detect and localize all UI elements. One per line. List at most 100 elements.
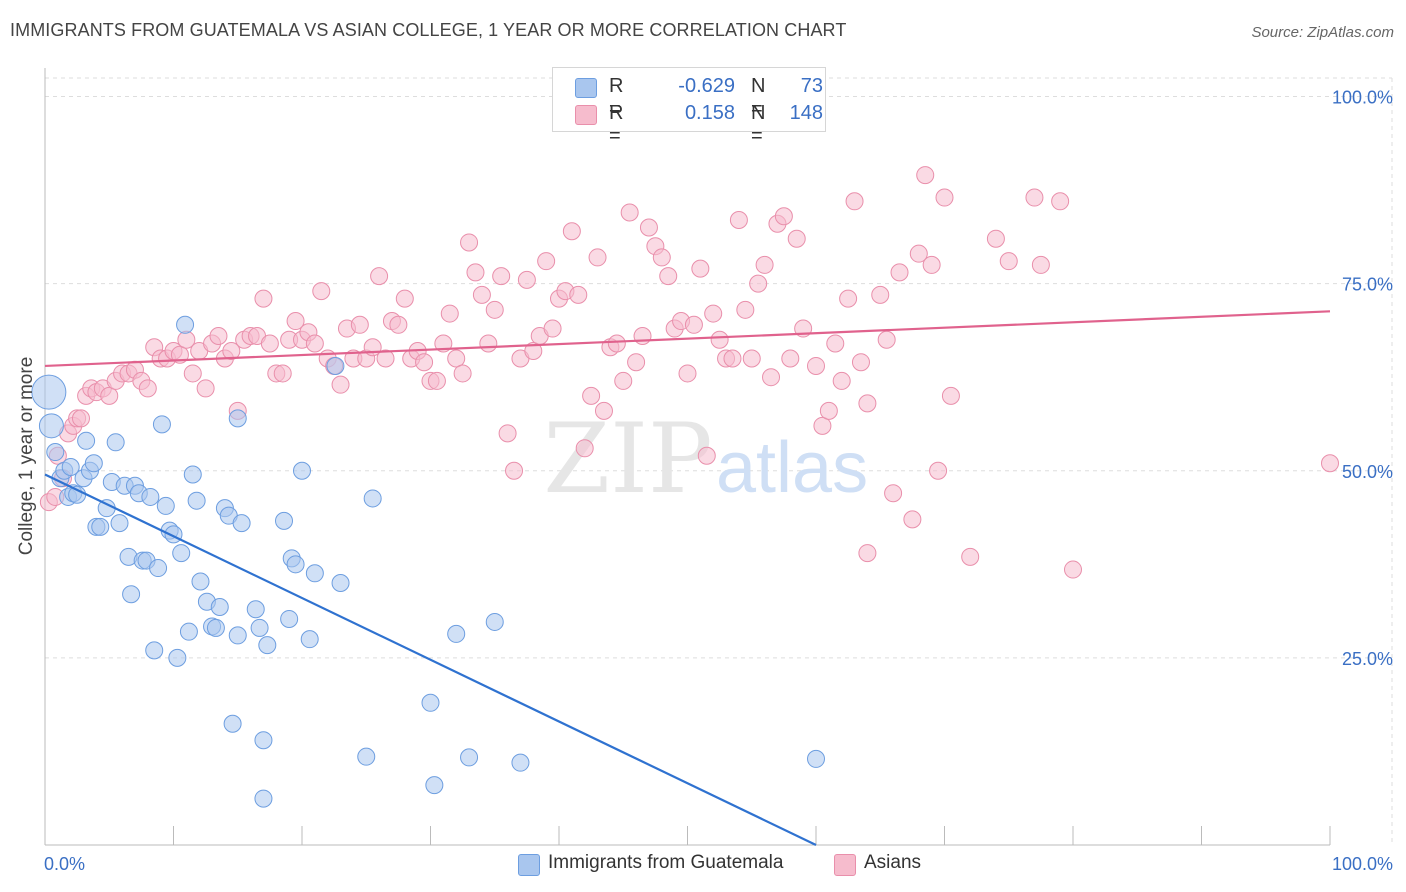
stats-legend: R = -0.629 N = 73 R = 0.158 N = 148: [552, 67, 826, 147]
asians-point: [832, 371, 851, 390]
bottom-legend-label-guatemala: Immigrants from Guatemala: [548, 852, 784, 873]
legend-n-label: N =: [751, 102, 766, 147]
asians-point: [961, 547, 980, 566]
guatemala-point: [807, 749, 825, 768]
legend-r-label: R =: [609, 75, 624, 120]
guatemala-point: [38, 413, 64, 439]
asians-point: [138, 379, 157, 398]
legend-r-value: -0.629: [678, 75, 735, 97]
guatemala-point: [179, 622, 198, 641]
asians-point: [826, 334, 845, 353]
bottom-legend-swatch-guatemala: [518, 854, 540, 876]
asians-point: [260, 334, 279, 353]
legend-swatch-asians: [575, 105, 597, 125]
legend-n-label: N =: [751, 75, 766, 120]
x-tick-label-min: 0.0%: [44, 854, 85, 874]
asians-point: [851, 353, 870, 372]
asians-point: [845, 192, 864, 211]
asians-point: [871, 285, 890, 304]
asians-point: [736, 300, 755, 319]
tick-labels: 25.0% 50.0% 75.0% 100.0% 0.0% 100.0%: [44, 88, 1393, 875]
asians-point: [71, 409, 90, 428]
guatemala-point: [511, 753, 530, 772]
asians-point: [350, 315, 369, 334]
asians-point: [659, 267, 678, 286]
guatemala-point: [246, 600, 265, 619]
asians-point: [890, 263, 909, 282]
asians-point: [762, 368, 781, 387]
guatemala-point: [84, 454, 103, 473]
y-tick-label: 100.0%: [1332, 88, 1393, 108]
asians-point: [704, 304, 723, 323]
guatemala-point: [421, 693, 440, 712]
asians-point: [415, 353, 434, 372]
guatemala-point: [141, 487, 160, 506]
watermark-zip: ZIP: [543, 403, 712, 515]
guatemala-point: [106, 433, 125, 452]
guatemala-point: [326, 356, 345, 375]
asians-point: [678, 364, 697, 383]
asians-point: [929, 461, 948, 480]
legend-n-value: 148: [789, 102, 823, 124]
x-tick-label-max: 100.0%: [1332, 854, 1393, 874]
guatemala-point: [305, 564, 324, 583]
asians-point: [684, 315, 703, 334]
asians-point: [839, 289, 858, 308]
asians-point: [370, 267, 389, 286]
asians-point: [723, 349, 742, 368]
guatemala-point: [223, 714, 242, 733]
guatemala-point: [228, 626, 247, 645]
asians-point: [479, 334, 498, 353]
asians-point: [582, 386, 601, 405]
guatemala-point: [156, 496, 175, 515]
trend-lines: [44, 310, 1331, 846]
asians-point: [273, 364, 292, 383]
axes: [44, 68, 1331, 846]
asians-point: [222, 341, 241, 360]
asians-trend-line: [44, 310, 1331, 368]
asians-point: [691, 259, 710, 278]
asians-point: [305, 334, 324, 353]
guatemala-point: [485, 612, 504, 631]
asians-point: [543, 319, 562, 338]
source-label: Source: ZipAtlas.com: [1251, 24, 1394, 41]
asians-point: [807, 356, 825, 375]
asians-point: [517, 270, 536, 289]
guatemala-point: [275, 511, 294, 530]
asians-point: [498, 424, 517, 443]
guatemala-point: [46, 443, 65, 462]
guatemala-trend-line: [44, 473, 817, 846]
asians-point: [440, 304, 459, 323]
asians-point: [935, 188, 954, 207]
asians-point: [614, 371, 633, 390]
guatemala-point: [300, 630, 319, 649]
bottom-legend-swatch-asians: [834, 854, 856, 876]
guatemala-point: [232, 514, 251, 533]
asians-point: [395, 289, 414, 308]
asians-point: [312, 282, 331, 301]
asians-point: [652, 248, 671, 267]
asians-point: [588, 248, 607, 267]
guatemala-point: [210, 597, 229, 616]
guatemala-point: [31, 374, 67, 410]
guatemala-point: [145, 641, 164, 660]
asians-point: [916, 166, 935, 185]
asians-point: [331, 375, 350, 394]
asians-point: [999, 252, 1018, 271]
asians-point: [729, 211, 748, 230]
guatemala-point: [149, 559, 168, 578]
asians-point: [1025, 188, 1044, 207]
chart-title: IMMIGRANTS FROM GUATEMALA VS ASIAN COLLE…: [10, 20, 847, 40]
asians-points: [39, 166, 1339, 579]
asians-point: [877, 330, 896, 349]
asians-point: [286, 312, 305, 331]
guatemala-points: [31, 315, 825, 808]
guatemala-point: [258, 636, 277, 655]
y-tick-label: 25.0%: [1342, 649, 1393, 669]
guatemala-point: [357, 747, 376, 766]
guatemala-point: [286, 555, 305, 574]
asians-point: [472, 285, 491, 304]
asians-point: [485, 300, 504, 319]
guatemala-point: [91, 517, 110, 536]
asians-point: [607, 334, 626, 353]
